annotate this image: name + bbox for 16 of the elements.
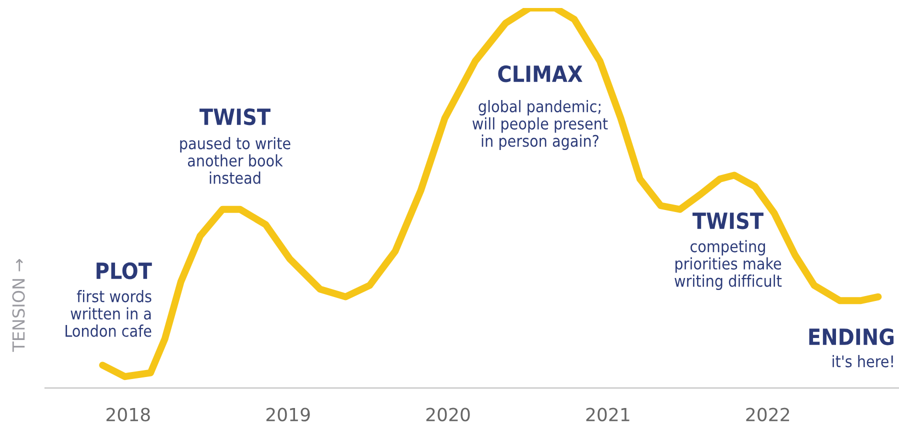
annotation: first words written in a London cafe <box>66 290 152 337</box>
annotation: TWIST <box>692 212 764 230</box>
x-tick-label: 2020 <box>426 408 470 422</box>
annotation: competing priorities make writing difficult <box>674 240 782 290</box>
x-tick-label: 2021 <box>586 408 630 422</box>
annotation: paused to write another book instead <box>180 137 290 184</box>
annotation: it's here! <box>832 355 893 368</box>
y-axis-title: TENSION → <box>12 259 25 352</box>
x-tick-label: 2022 <box>746 408 790 422</box>
annotation: PLOT <box>96 262 152 280</box>
x-tick-label: 2019 <box>266 408 310 422</box>
annotation: ENDING <box>809 328 894 346</box>
annotation: global pandemic; will people present in person again? <box>472 100 608 150</box>
annotation: TWIST <box>200 108 270 126</box>
annotation: CLIMAX <box>498 65 582 82</box>
x-tick-label: 2018 <box>106 408 150 422</box>
